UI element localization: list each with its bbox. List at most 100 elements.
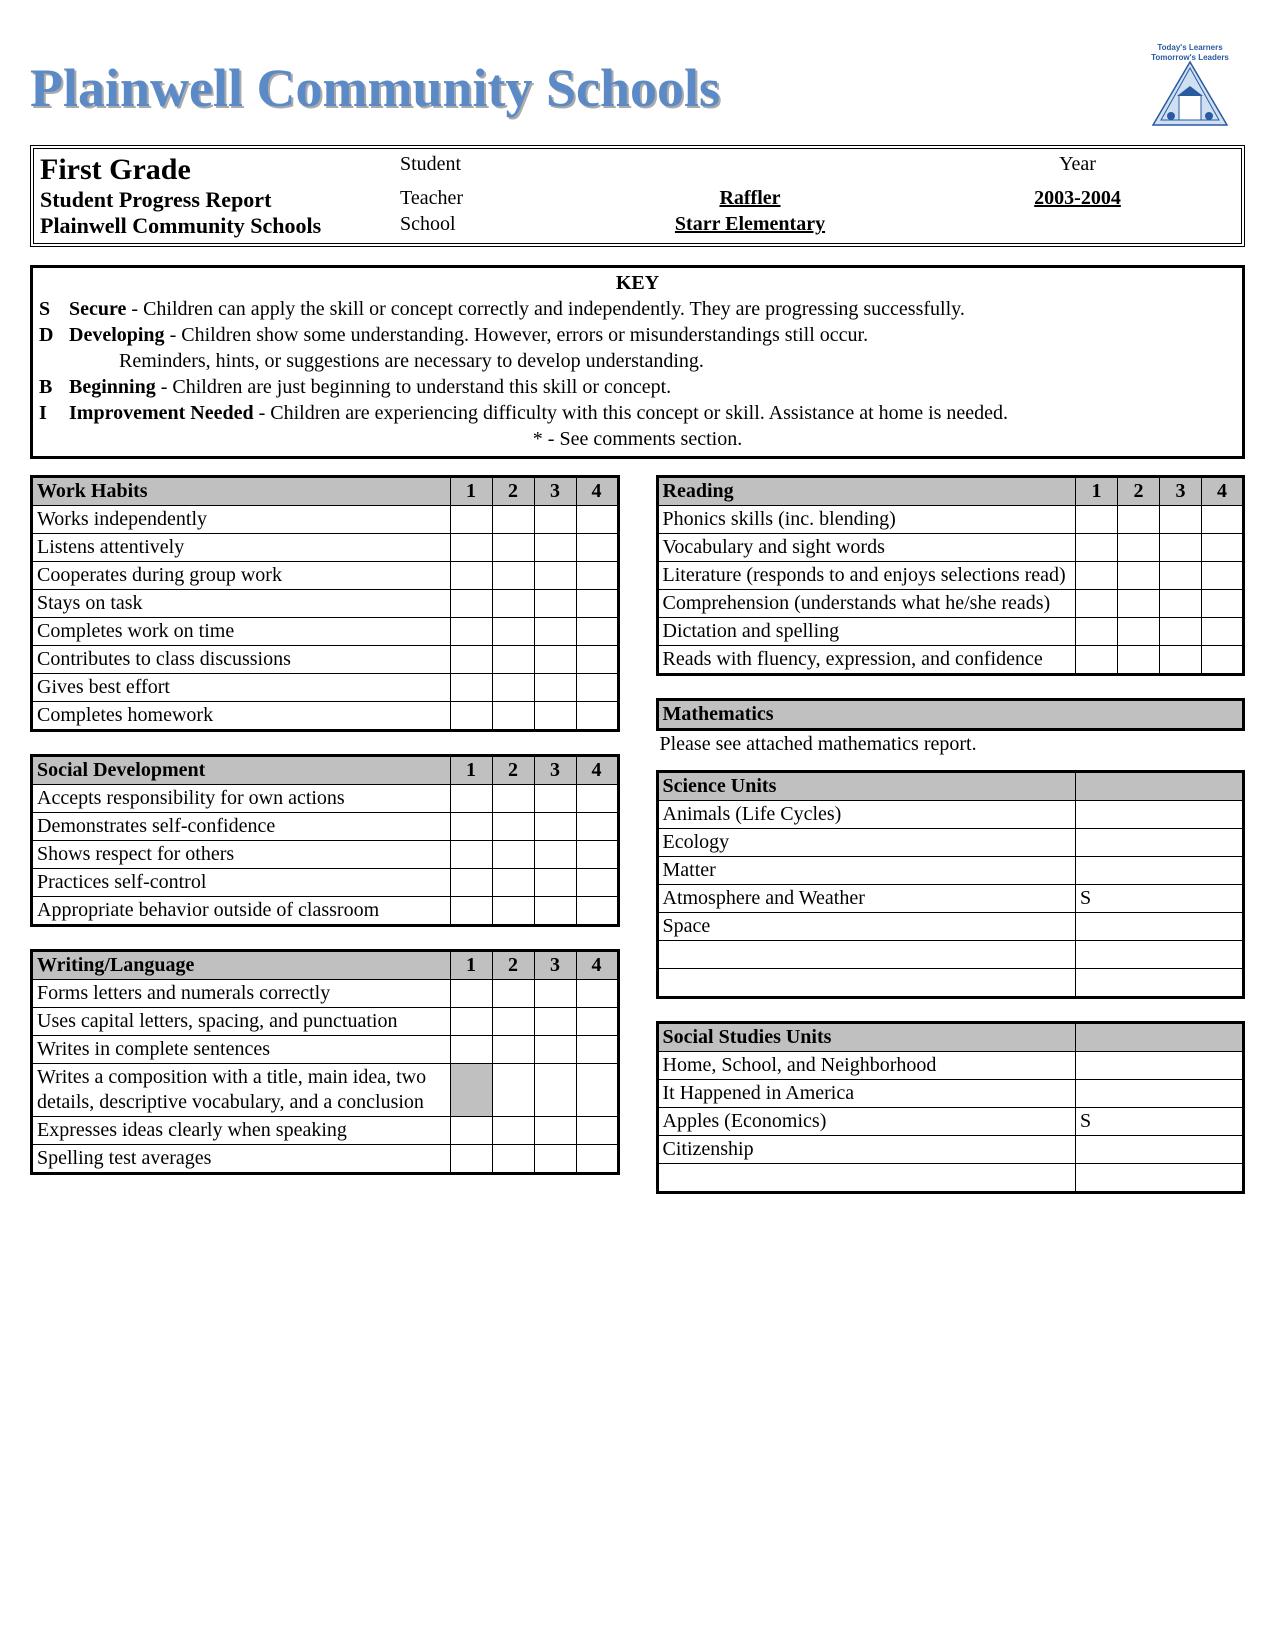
row-label — [657, 969, 1076, 998]
section-title: Social Studies Units — [657, 1023, 1076, 1052]
value-cell — [1076, 1080, 1244, 1108]
row-label: Completes homework — [32, 702, 451, 731]
grade-cell — [534, 785, 576, 813]
section-title: Mathematics — [657, 700, 1244, 730]
grade-cell — [576, 813, 618, 841]
grade-cell — [450, 813, 492, 841]
value-cell — [1076, 1164, 1244, 1193]
grade-cell — [576, 841, 618, 869]
grade-cell — [450, 897, 492, 926]
grade-cell — [576, 1036, 618, 1064]
table-row: Vocabulary and sight words — [657, 534, 1244, 562]
grade-cell — [450, 841, 492, 869]
grade-cell — [534, 813, 576, 841]
grade-cell — [534, 980, 576, 1008]
value-cell — [1076, 857, 1244, 885]
key-line: DDeveloping - Children show some underst… — [39, 322, 1236, 348]
row-label — [657, 1164, 1076, 1193]
section-title: Work Habits — [32, 477, 451, 506]
grade-cell — [492, 1117, 534, 1145]
grade-cell — [492, 618, 534, 646]
grade-cell — [1118, 646, 1160, 675]
period-header: 4 — [1202, 477, 1244, 506]
main-title: Plainwell Community Schools — [30, 57, 720, 119]
table-row: Demonstrates self-confidence — [32, 813, 619, 841]
value-cell: S — [1076, 885, 1244, 913]
section-title: Writing/Language — [32, 951, 451, 980]
table-row: Shows respect for others — [32, 841, 619, 869]
grade-cell — [1076, 562, 1118, 590]
period-header: 1 — [1076, 477, 1118, 506]
grade-table: Social Development1234Accepts responsibi… — [30, 754, 620, 927]
period-header: 2 — [492, 477, 534, 506]
period-header: 4 — [576, 951, 618, 980]
grade-cell — [1160, 646, 1202, 675]
value-cell — [1076, 913, 1244, 941]
grade-cell — [534, 562, 576, 590]
grade-table: Writing/Language1234Forms letters and nu… — [30, 949, 620, 1175]
grade-cell — [492, 1145, 534, 1174]
district-logo: Today's Learners Tomorrow's Leaders — [1135, 40, 1245, 135]
grade-table: Reading1234Phonics skills (inc. blending… — [656, 475, 1246, 676]
grade-table: Social Studies Units Home, School, and N… — [656, 1021, 1246, 1194]
report-label: Student Progress Report — [40, 187, 400, 213]
key-text: - Children are just beginning to underst… — [156, 376, 671, 398]
grade-cell — [1118, 590, 1160, 618]
grade-cell — [450, 1117, 492, 1145]
section-title: Reading — [657, 477, 1076, 506]
grade-cell — [1202, 590, 1244, 618]
grade-cell — [1076, 534, 1118, 562]
grade-cell — [450, 590, 492, 618]
grade-cell — [1076, 646, 1118, 675]
row-label: It Happened in America — [657, 1080, 1076, 1108]
grade-cell — [576, 646, 618, 674]
grade-cell — [450, 506, 492, 534]
grade-cell — [1118, 618, 1160, 646]
grade-cell — [1160, 506, 1202, 534]
table-row: Forms letters and numerals correctly — [32, 980, 619, 1008]
grade-cell — [450, 646, 492, 674]
table-row: It Happened in America — [657, 1080, 1244, 1108]
row-label: Dictation and spelling — [657, 618, 1076, 646]
row-label: Appropriate behavior outside of classroo… — [32, 897, 451, 926]
grade-cell — [576, 534, 618, 562]
row-label: Listens attentively — [32, 534, 451, 562]
table-row: Accepts responsibility for own actions — [32, 785, 619, 813]
table-row: Writes a composition with a title, main … — [32, 1064, 619, 1117]
table-row: Dictation and spelling — [657, 618, 1244, 646]
table-row — [657, 1164, 1244, 1193]
grade-cell — [576, 1117, 618, 1145]
logo-tag-bottom: Tomorrow's Leaders — [1151, 53, 1229, 62]
year-value: 2003-2004 — [1034, 187, 1121, 209]
grade-cell — [576, 897, 618, 926]
key-label: Secure — [69, 298, 126, 320]
grade-cell — [450, 1145, 492, 1174]
period-header: 3 — [534, 951, 576, 980]
grade-cell — [1202, 618, 1244, 646]
key-code: S — [39, 296, 69, 322]
grade-cell — [534, 674, 576, 702]
grade-cell — [492, 841, 534, 869]
grade-cell — [492, 534, 534, 562]
grade-cell — [576, 562, 618, 590]
row-label: Works independently — [32, 506, 451, 534]
grade-cell — [534, 1064, 576, 1117]
school-value: Starr Elementary — [675, 213, 825, 235]
row-label: Completes work on time — [32, 618, 451, 646]
grade-cell — [492, 813, 534, 841]
section-title: Science Units — [657, 772, 1076, 801]
grade-cell — [534, 534, 576, 562]
table-row: Literature (responds to and enjoys selec… — [657, 562, 1244, 590]
grade-cell — [534, 590, 576, 618]
table-row: Completes work on time — [32, 618, 619, 646]
key-line: BBeginning - Children are just beginning… — [39, 374, 1236, 400]
table-row: Stays on task — [32, 590, 619, 618]
header-box: First Grade Student Year Student Progres… — [30, 145, 1245, 247]
value-cell — [1076, 969, 1244, 998]
grade-cell — [576, 1008, 618, 1036]
row-label: Uses capital letters, spacing, and punct… — [32, 1008, 451, 1036]
grade-cell — [492, 590, 534, 618]
grade-cell — [492, 674, 534, 702]
grade-cell — [534, 506, 576, 534]
row-label: Phonics skills (inc. blending) — [657, 506, 1076, 534]
